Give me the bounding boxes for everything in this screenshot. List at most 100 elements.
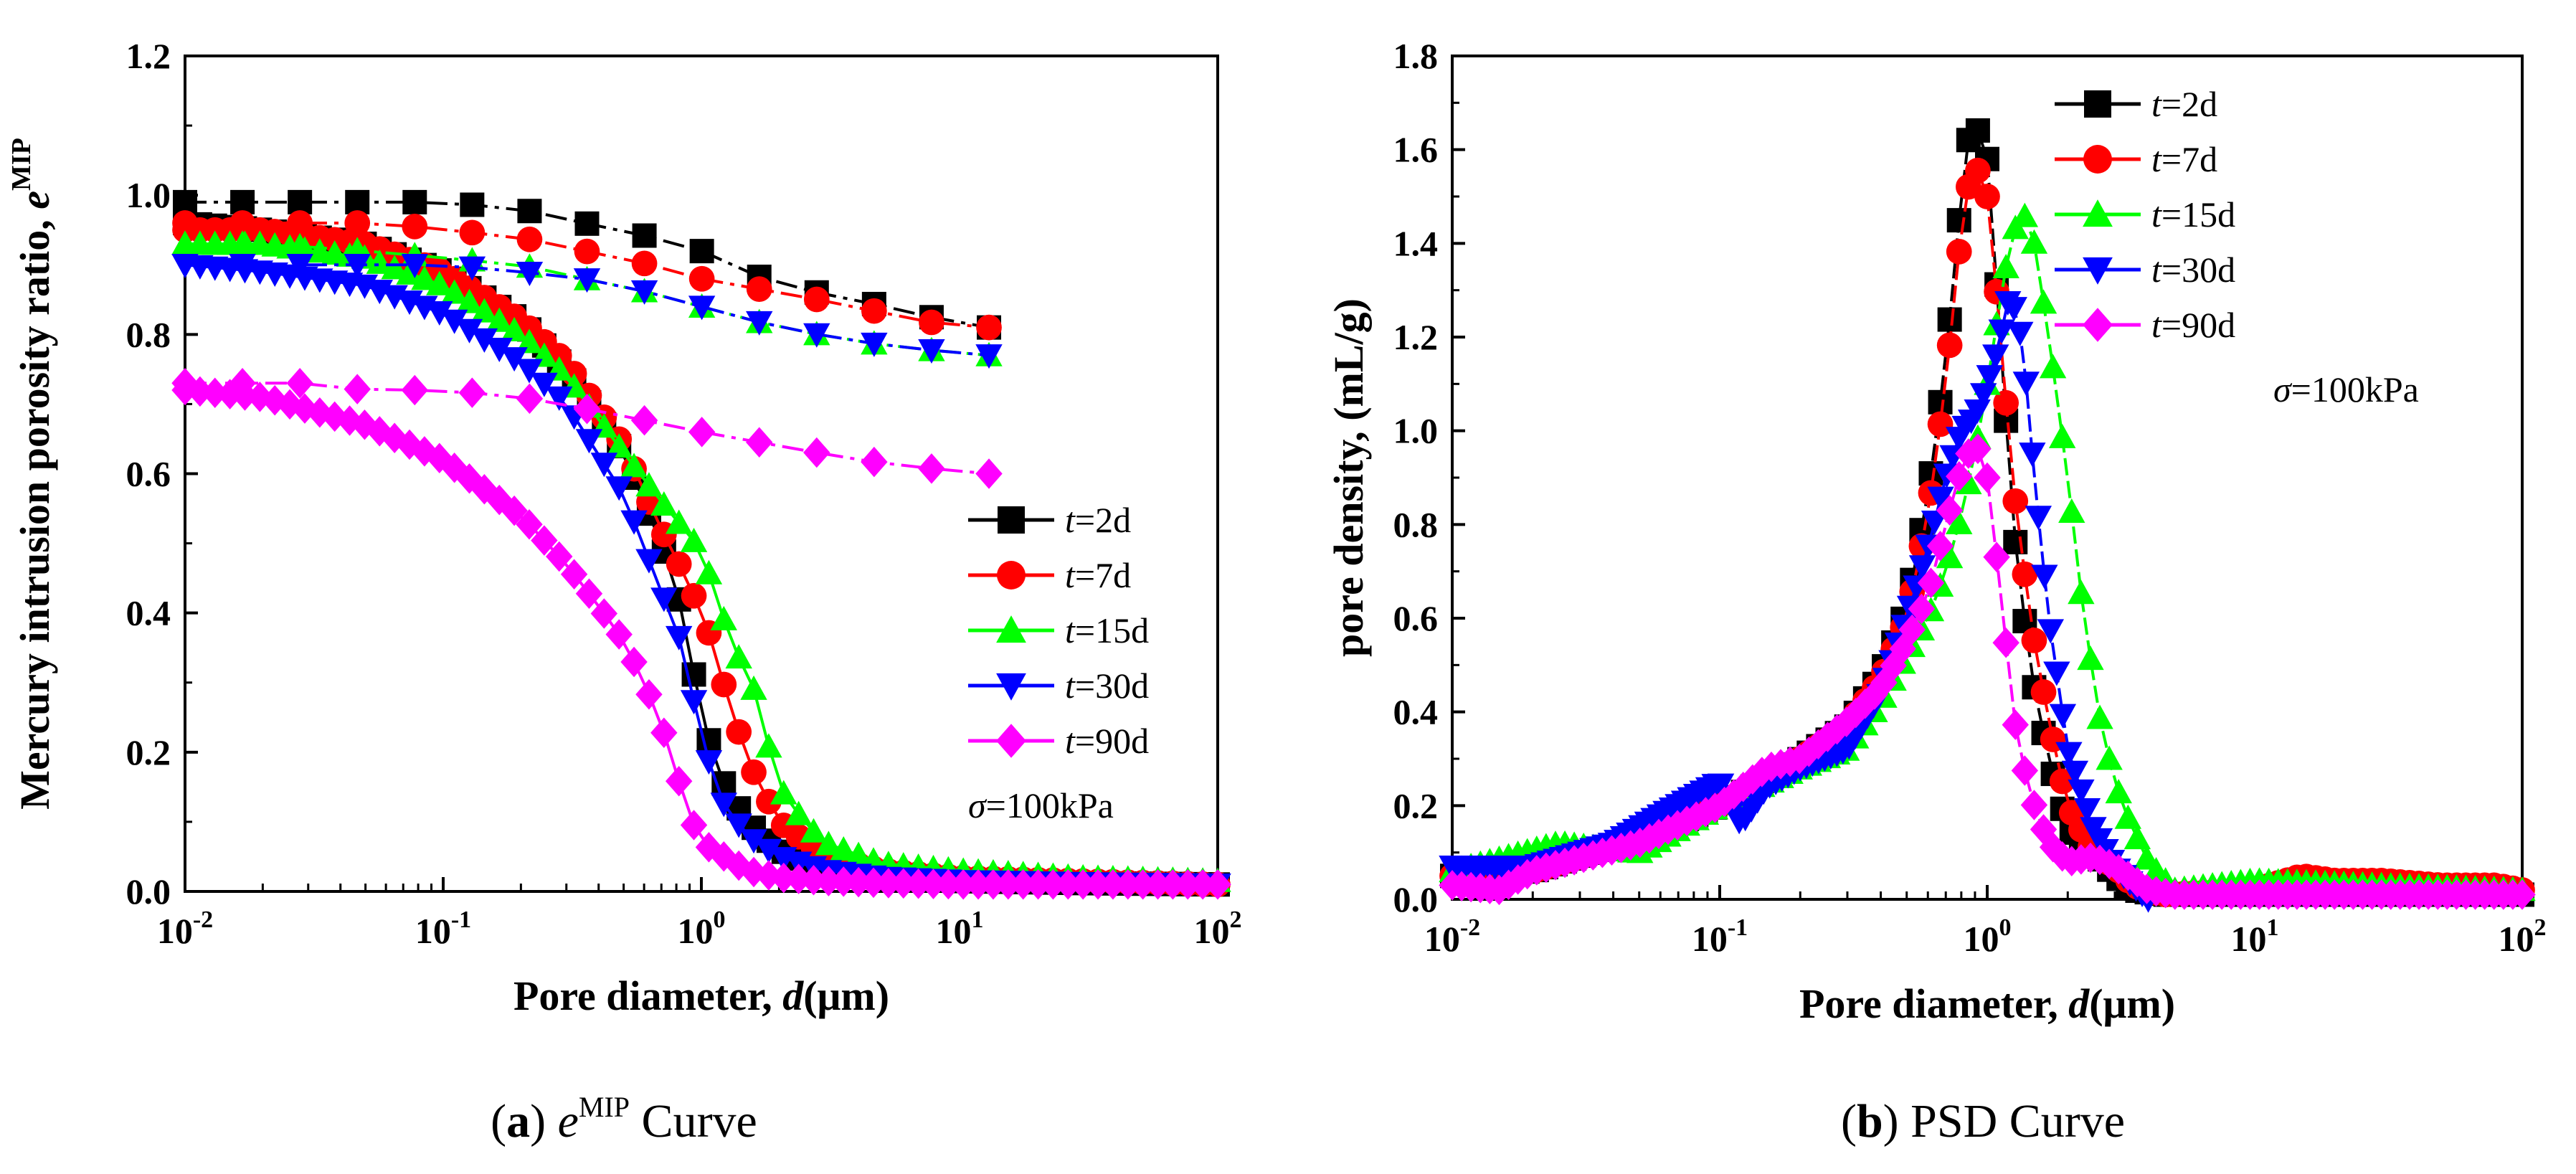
x-axis-title: Pore diameter, d(μm) (513, 972, 889, 1019)
data-point (470, 473, 498, 505)
data-point (402, 214, 428, 240)
data-point (860, 867, 887, 899)
legend-marker (996, 615, 1026, 643)
data-point (620, 646, 648, 678)
data-point (1144, 869, 1172, 900)
data-point (861, 446, 888, 478)
data-point (620, 510, 648, 535)
data-point (2049, 423, 2076, 448)
y-tick-label: 0.2 (126, 732, 171, 772)
data-point (229, 210, 255, 236)
data-point (755, 733, 782, 758)
series-t=90d (1439, 433, 2536, 910)
data-point (980, 869, 1007, 900)
x-tick-label: 100 (678, 906, 726, 951)
data-point (401, 253, 428, 278)
data-point (740, 856, 767, 888)
data-point (815, 830, 843, 856)
data-point (1099, 869, 1127, 900)
data-point (1992, 253, 2019, 278)
data-point (1908, 593, 1936, 625)
data-point (725, 813, 752, 838)
data-point (470, 298, 498, 323)
data-point (1982, 344, 2009, 369)
data-point (680, 527, 708, 552)
data-point (344, 253, 371, 278)
data-point (501, 316, 528, 341)
y-tick-label: 1.0 (126, 175, 171, 215)
data-point (440, 279, 468, 304)
legend-item-t=7d: t=7d (968, 555, 1131, 595)
data-point (486, 337, 513, 362)
data-point (366, 416, 394, 447)
data-point (2002, 709, 2029, 740)
data-point (918, 453, 945, 484)
x-tick-label: 102 (2499, 914, 2547, 959)
data-point (650, 491, 678, 516)
data-point (401, 374, 428, 406)
data-point (635, 472, 663, 497)
x-axis-title: Pore diameter, d(μm) (1799, 980, 2175, 1027)
data-point (546, 386, 573, 411)
data-point (411, 265, 438, 290)
legend-label: t=2d (2151, 84, 2217, 124)
data-point (286, 253, 313, 278)
data-point (620, 453, 648, 478)
data-point (635, 678, 663, 710)
data-point (975, 458, 1003, 489)
data-point (630, 280, 658, 305)
plot-frame (184, 55, 1219, 893)
data-point (2030, 814, 2058, 845)
y-tick-label: 1.2 (126, 36, 171, 76)
data-point (1946, 509, 1973, 534)
data-point (1898, 614, 1926, 645)
data-point (1870, 667, 1898, 699)
data-point (2025, 506, 2052, 531)
data-point (875, 868, 902, 899)
data-point (756, 788, 782, 815)
data-point (1069, 869, 1097, 900)
x-tick-label: 102 (1194, 906, 1242, 951)
series-t=7d (1439, 157, 2535, 908)
x-tick-label: 10-1 (1692, 914, 1748, 959)
chart-panel-b: 0.0 0.2 0.4 0.6 0.8 1.0 1.2 1.4 1.6 1.8 10-2 10-1 10… (1325, 36, 2547, 1147)
data-point (2123, 825, 2151, 850)
data-point (1814, 721, 1842, 752)
data-point (2055, 742, 2083, 767)
data-point (2019, 442, 2046, 468)
data-point (2114, 804, 2142, 829)
data-point (1936, 544, 1964, 569)
y-tick-label: 0.0 (1393, 879, 1439, 919)
data-point (366, 249, 394, 274)
data-point (695, 750, 723, 775)
y-tick-label: 0.6 (126, 454, 171, 494)
data-point (516, 383, 544, 415)
data-point (666, 551, 692, 577)
data-point (890, 868, 917, 899)
legend-item-t=2d: t=2d (968, 500, 1131, 540)
data-point (516, 328, 543, 354)
data-point (1009, 869, 1037, 900)
data-point (711, 671, 737, 698)
data-point (229, 253, 256, 278)
data-point (1159, 869, 1187, 900)
data-point (740, 675, 767, 700)
data-point (381, 422, 408, 453)
data-point (470, 328, 498, 353)
data-point (546, 541, 573, 572)
legend-marker (2083, 199, 2113, 227)
data-point (770, 862, 797, 894)
data-point (1946, 460, 1973, 492)
data-point (845, 866, 872, 898)
data-point (172, 210, 198, 236)
data-point (830, 836, 857, 861)
data-point (680, 810, 708, 841)
y-tick-label: 1.4 (1393, 223, 1439, 263)
data-point (725, 644, 752, 669)
data-point (2068, 779, 2095, 804)
data-point (517, 199, 542, 224)
data-point (1114, 869, 1142, 900)
data-point (1937, 307, 1962, 332)
data-point (688, 417, 716, 448)
data-point (531, 372, 558, 397)
